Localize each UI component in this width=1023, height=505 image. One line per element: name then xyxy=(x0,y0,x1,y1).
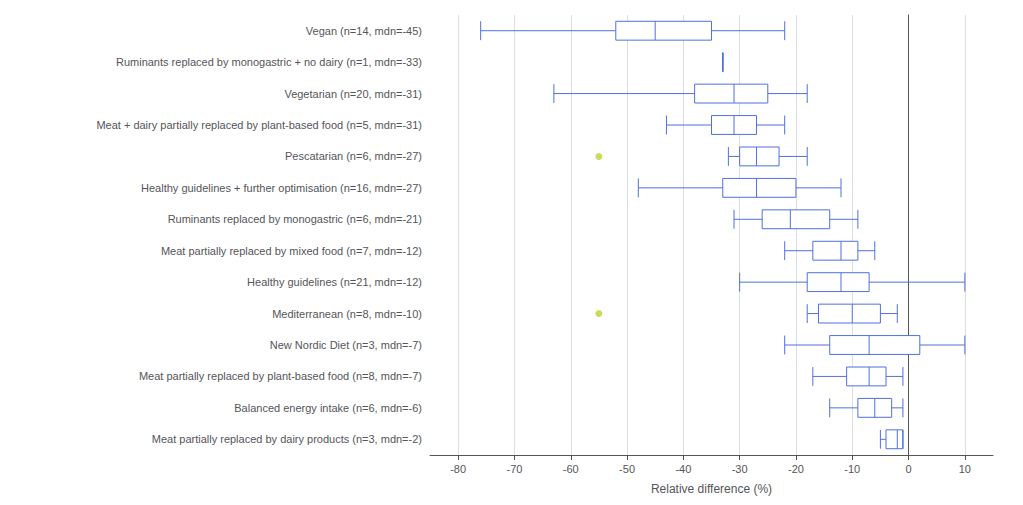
svg-text:-80: -80 xyxy=(450,463,466,475)
svg-text:Relative difference (%): Relative difference (%) xyxy=(651,482,772,496)
svg-text:New Nordic Diet (n=3, mdn=-7): New Nordic Diet (n=3, mdn=-7) xyxy=(270,339,422,351)
svg-text:-20: -20 xyxy=(788,463,804,475)
svg-text:Mediterranean (n=8, mdn=-10): Mediterranean (n=8, mdn=-10) xyxy=(272,308,422,320)
svg-text:-60: -60 xyxy=(563,463,579,475)
svg-text:Vegan (n=14, mdn=-45): Vegan (n=14, mdn=-45) xyxy=(306,25,422,37)
svg-text:Meat partially replaced by mix: Meat partially replaced by mixed food (n… xyxy=(161,245,422,257)
svg-text:Vegetarian (n=20, mdn=-31): Vegetarian (n=20, mdn=-31) xyxy=(284,88,422,100)
svg-text:Healthy guidelines + further o: Healthy guidelines + further optimisatio… xyxy=(141,182,422,194)
svg-text:Balanced energy intake (n=6, m: Balanced energy intake (n=6, mdn=-6) xyxy=(234,402,422,414)
svg-text:-70: -70 xyxy=(506,463,522,475)
svg-text:-30: -30 xyxy=(732,463,748,475)
svg-text:Ruminants replaced by monogast: Ruminants replaced by monogastric (n=6, … xyxy=(168,213,422,225)
svg-text:-10: -10 xyxy=(844,463,860,475)
svg-text:-50: -50 xyxy=(619,463,635,475)
svg-text:-40: -40 xyxy=(675,463,691,475)
svg-text:Meat + dairy partially replace: Meat + dairy partially replaced by plant… xyxy=(96,119,422,131)
svg-text:0: 0 xyxy=(905,463,911,475)
svg-text:10: 10 xyxy=(959,463,971,475)
svg-text:Healthy guidelines (n=21, mdn=: Healthy guidelines (n=21, mdn=-12) xyxy=(247,276,422,288)
svg-text:Meat partially replaced by pla: Meat partially replaced by plant-based f… xyxy=(139,370,422,382)
svg-text:Pescatarian (n=6, mdn=-27): Pescatarian (n=6, mdn=-27) xyxy=(285,150,422,162)
svg-text:Meat partially replaced by dai: Meat partially replaced by dairy product… xyxy=(152,433,422,445)
svg-text:Ruminants replaced by monogast: Ruminants replaced by monogastric + no d… xyxy=(116,56,422,68)
